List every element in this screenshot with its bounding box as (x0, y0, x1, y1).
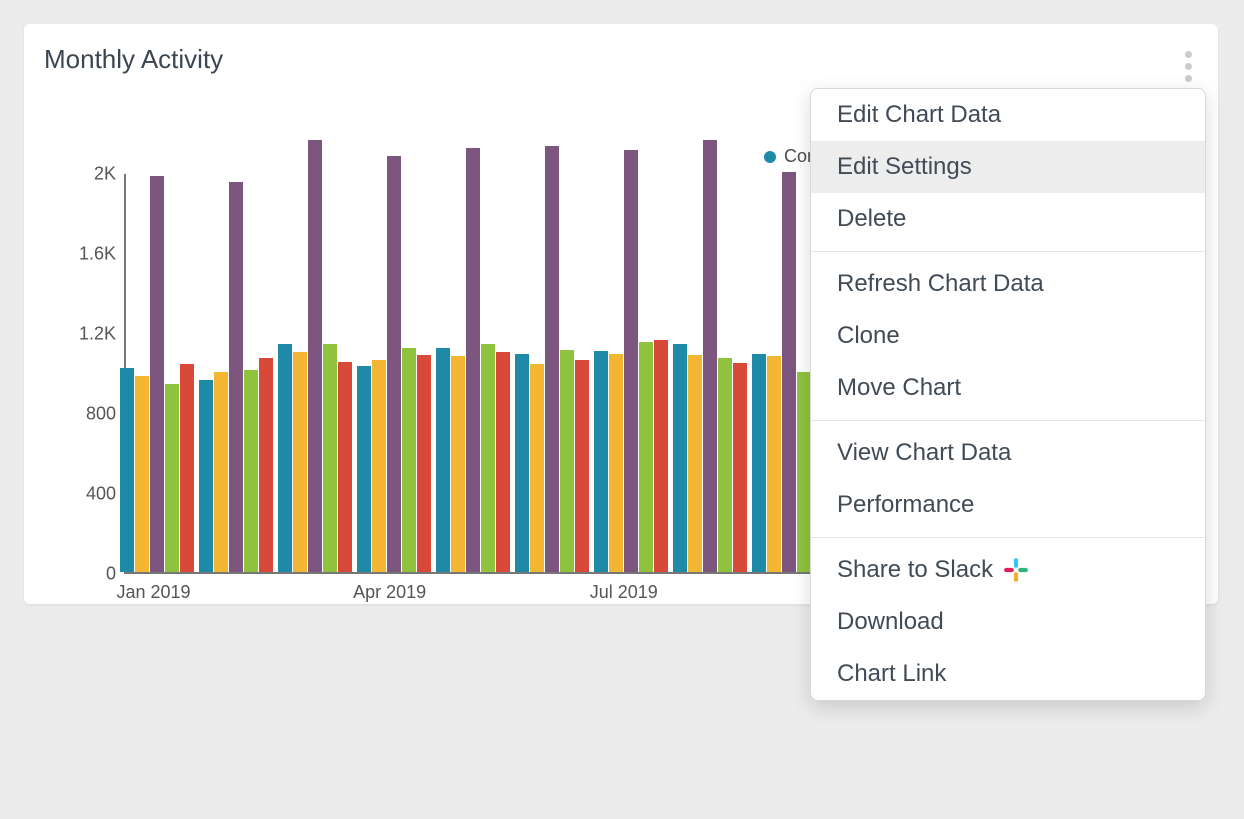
bar (481, 344, 495, 572)
bar-group (278, 140, 352, 572)
bar (609, 354, 623, 572)
plot-area (124, 174, 834, 574)
bar (515, 354, 529, 572)
menu-separator (811, 251, 1205, 252)
bar (165, 384, 179, 572)
bar (654, 340, 668, 572)
bar-group (199, 182, 273, 572)
bar (733, 363, 747, 572)
bar (466, 148, 480, 572)
y-tick-label: 400 (64, 484, 116, 505)
bar-group (515, 146, 589, 572)
bar (259, 358, 273, 572)
bar (560, 350, 574, 572)
bar (752, 354, 766, 572)
menu-item-view-data[interactable]: View Chart Data (811, 427, 1205, 479)
y-tick-label: 2K (64, 164, 116, 185)
bar (214, 372, 228, 572)
menu-item-label: Edit Settings (837, 153, 972, 181)
bar (688, 355, 702, 572)
bar (575, 360, 589, 572)
bar (767, 356, 781, 572)
menu-item-edit-data[interactable]: Edit Chart Data (811, 89, 1205, 141)
x-tick-label: Apr 2019 (353, 582, 426, 603)
dot-icon (1185, 63, 1192, 70)
y-tick-label: 1.6K (64, 244, 116, 265)
slack-icon (1003, 557, 1029, 583)
bar (496, 352, 510, 572)
bar (372, 360, 386, 572)
bar (338, 362, 352, 572)
bar (718, 358, 732, 572)
bar (451, 356, 465, 572)
bar (357, 366, 371, 572)
menu-item-chart-link[interactable]: Chart Link (811, 648, 1205, 700)
menu-separator (811, 537, 1205, 538)
x-tick-label: Jan 2019 (116, 582, 190, 603)
bar (135, 376, 149, 572)
bar (293, 352, 307, 572)
dot-icon (1185, 75, 1192, 82)
bar (387, 156, 401, 572)
menu-item-refresh[interactable]: Refresh Chart Data (811, 258, 1205, 310)
bar (797, 372, 811, 572)
bar (120, 368, 134, 572)
bar (673, 344, 687, 572)
menu-item-label: View Chart Data (837, 439, 1011, 467)
bar (624, 150, 638, 572)
menu-item-label: Share to Slack (837, 556, 993, 584)
y-tick-label: 800 (64, 404, 116, 425)
bar-group (673, 140, 747, 572)
bar (703, 140, 717, 572)
menu-item-label: Download (837, 608, 944, 636)
menu-item-label: Refresh Chart Data (837, 270, 1044, 298)
menu-separator (811, 420, 1205, 421)
legend-label: Cor (784, 146, 813, 167)
menu-item-label: Move Chart (837, 374, 961, 402)
bar (180, 364, 194, 572)
bar-group (357, 156, 431, 572)
bar (229, 182, 243, 572)
bar (782, 172, 796, 572)
y-tick-label: 0 (64, 564, 116, 585)
chart-area: 04008001.2K1.6K2K Jan 2019Apr 2019Jul 20… (64, 174, 834, 614)
bar-group (120, 176, 194, 572)
bar (545, 146, 559, 572)
y-axis: 04008001.2K1.6K2K (64, 174, 124, 574)
dot-icon (1185, 51, 1192, 58)
more-menu-button[interactable] (1176, 48, 1200, 84)
menu-item-label: Clone (837, 322, 900, 350)
bar (244, 370, 258, 572)
menu-item-move[interactable]: Move Chart (811, 362, 1205, 414)
bar-group (594, 150, 668, 572)
bar (594, 351, 608, 572)
y-tick-label: 1.2K (64, 324, 116, 345)
bar (639, 342, 653, 572)
menu-item-edit-settings[interactable]: Edit Settings (811, 141, 1205, 193)
legend-swatch (764, 151, 776, 163)
bar (278, 344, 292, 572)
bar (417, 355, 431, 572)
menu-item-label: Performance (837, 491, 974, 519)
bar (402, 348, 416, 572)
menu-item-label: Delete (837, 205, 906, 233)
x-tick-label: Jul 2019 (590, 582, 658, 603)
menu-item-clone[interactable]: Clone (811, 310, 1205, 362)
bar-group (436, 148, 510, 572)
bar (308, 140, 322, 572)
menu-item-performance[interactable]: Performance (811, 479, 1205, 531)
bar (199, 380, 213, 572)
bar (150, 176, 164, 572)
menu-item-delete[interactable]: Delete (811, 193, 1205, 245)
menu-item-label: Chart Link (837, 660, 946, 688)
chart-title: Monthly Activity (44, 44, 1198, 75)
menu-item-share-slack[interactable]: Share to Slack (811, 544, 1205, 596)
bar (530, 364, 544, 572)
context-menu: Edit Chart Data Edit Settings Delete Refres… (810, 88, 1206, 701)
menu-item-label: Edit Chart Data (837, 101, 1001, 129)
menu-item-download[interactable]: Download (811, 596, 1205, 648)
bar (436, 348, 450, 572)
chart-legend: Cor (764, 146, 813, 167)
bar (323, 344, 337, 572)
